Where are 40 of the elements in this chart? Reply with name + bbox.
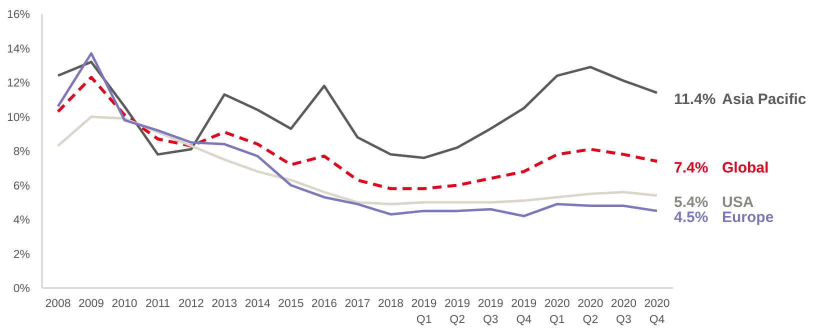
x-tick-label: 2012 (178, 298, 204, 310)
line-series (56, 60, 658, 160)
y-tick-label: 2% (13, 248, 30, 261)
line-series (56, 76, 658, 190)
x-tick-label: 2013 (212, 298, 238, 310)
x-tick-label: 2018 (378, 298, 404, 310)
text: Europe (722, 209, 774, 226)
x-tick-label: 2019 Q3 (478, 298, 504, 326)
text: USA (722, 194, 754, 211)
x-tick-label: 2016 (311, 298, 338, 310)
data-label: 11.4% (674, 91, 716, 108)
x-tick-label: 2011 (145, 298, 170, 310)
x-tick-label: 2020 Q3 (610, 298, 637, 326)
line-series (56, 52, 658, 218)
x-tick-label: 2020 Q2 (578, 298, 604, 326)
y-tick-label: 6% (13, 180, 30, 192)
y-tick-label: 12% (6, 78, 30, 90)
data-label: 5.4% (674, 194, 708, 211)
x-tick-label: 2009 (78, 298, 104, 310)
x-tick-label: 2014 (244, 298, 272, 310)
y-tick-label: 10% (6, 112, 30, 124)
y-tick-label: 0% (13, 283, 30, 296)
data-label: 4.5% (674, 209, 708, 226)
x-tick-label: 2017 (344, 298, 370, 310)
x-tick-label: 2008 (45, 298, 71, 310)
text: Asia Pacific (722, 91, 806, 108)
y-tick-label: 4% (13, 214, 30, 227)
x-tick-label: 2019 Q2 (444, 298, 470, 326)
line-series (56, 116, 658, 206)
y-tick-label: 16% (6, 9, 30, 22)
y-tick-label: 14% (6, 43, 30, 56)
x-tick-label: 2020 Q1 (544, 298, 570, 326)
x-tick-label: 2020 Q4 (644, 298, 670, 326)
text: Global (722, 160, 769, 177)
x-tick-label: 2010 (112, 298, 138, 310)
x-tick-label: 2019 Q4 (511, 298, 537, 326)
data-label: 7.4% (674, 160, 708, 177)
y-tick-label: 8% (13, 146, 30, 158)
x-tick-label: 2015 (278, 298, 304, 310)
x-tick-label: 2019 Q1 (411, 298, 437, 326)
